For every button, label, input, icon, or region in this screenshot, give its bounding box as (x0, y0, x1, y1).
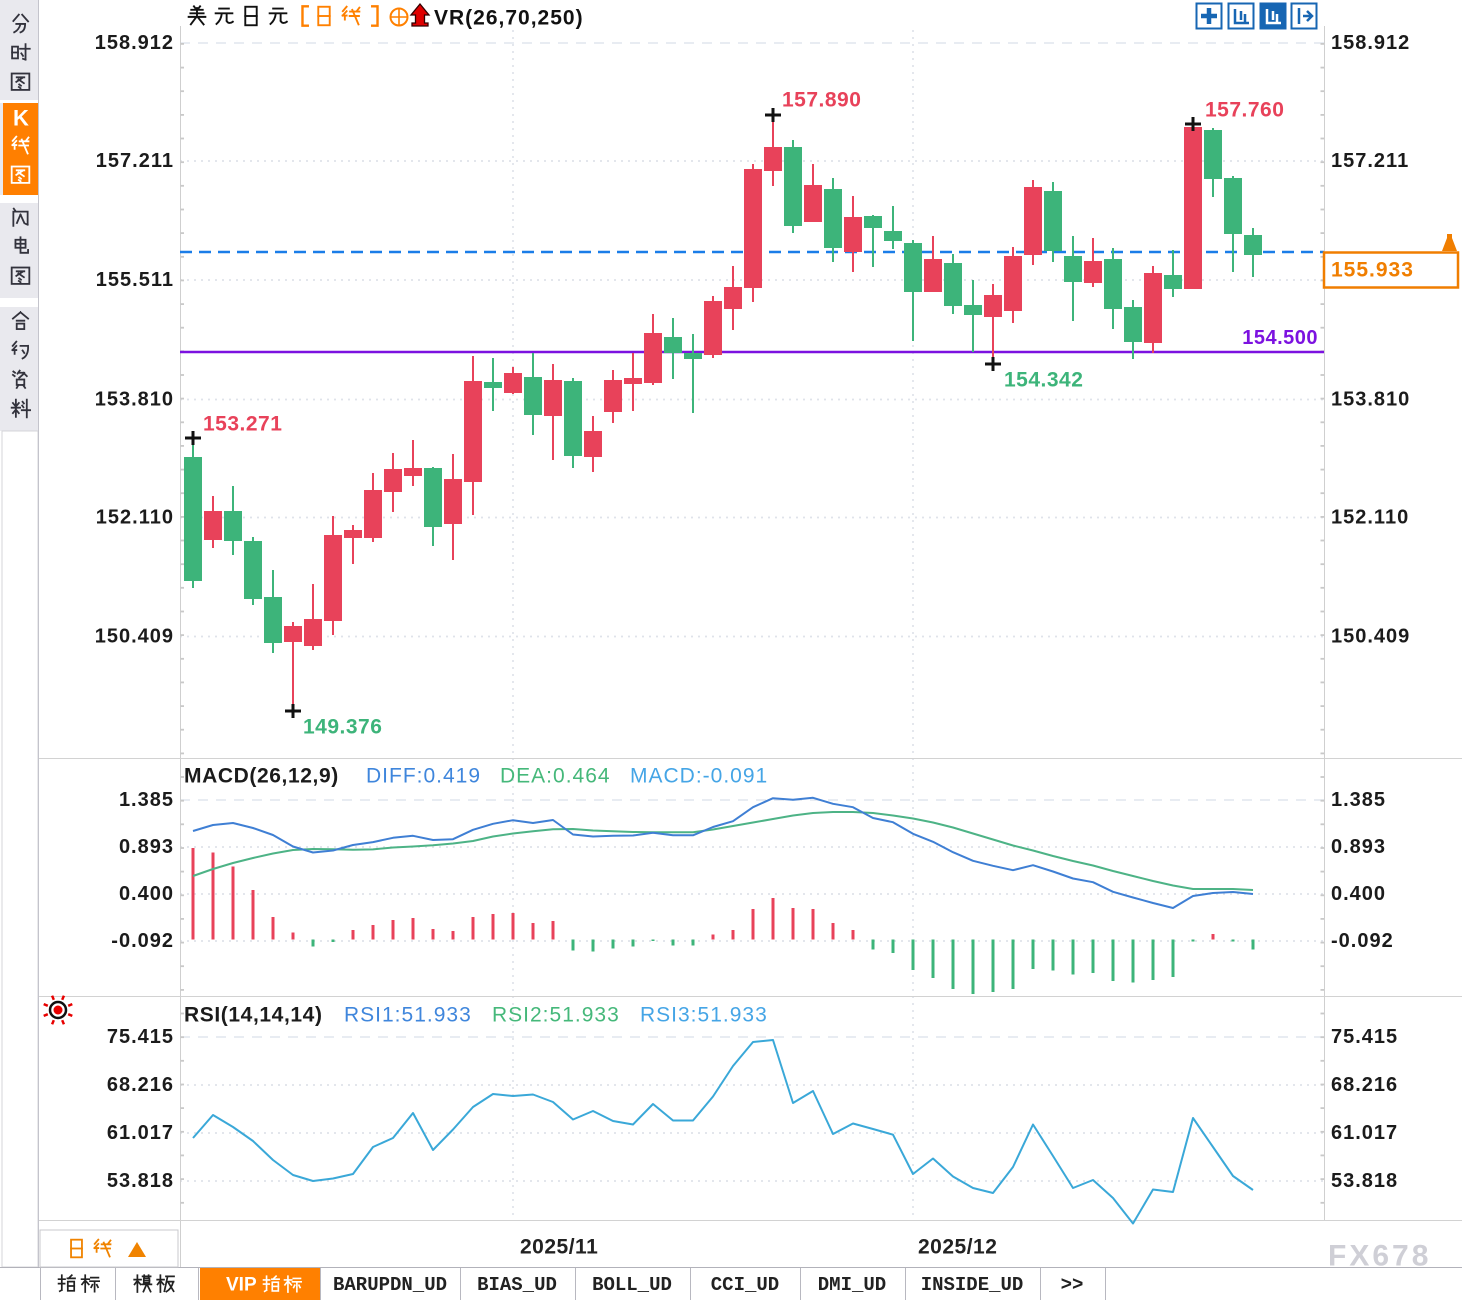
svg-text:68.216: 68.216 (1331, 1074, 1398, 1096)
svg-text:75.415: 75.415 (1331, 1026, 1398, 1048)
svg-text:DEA:0.464: DEA:0.464 (500, 765, 611, 788)
svg-text:BARUPDN_UD: BARUPDN_UD (333, 1274, 447, 1296)
svg-text:FX678: FX678 (1328, 1240, 1431, 1273)
svg-text:158.912: 158.912 (1331, 32, 1410, 54)
svg-text:61.017: 61.017 (1331, 1122, 1398, 1144)
svg-text:VIP: VIP (226, 1275, 257, 1296)
svg-text:BIAS_UD: BIAS_UD (477, 1274, 557, 1296)
svg-text:>>: >> (1061, 1274, 1084, 1296)
svg-text:61.017: 61.017 (107, 1122, 174, 1144)
svg-text:157.211: 157.211 (96, 150, 174, 172)
svg-text:157.890: 157.890 (782, 89, 861, 112)
svg-text:149.376: 149.376 (303, 716, 382, 739)
svg-text:0.400: 0.400 (119, 883, 174, 905)
svg-text:152.110: 152.110 (96, 507, 174, 529)
svg-text:0.893: 0.893 (1331, 836, 1386, 858)
svg-text:150.409: 150.409 (1331, 626, 1410, 648)
svg-text:2025/12: 2025/12 (918, 1236, 997, 1259)
svg-text:68.216: 68.216 (107, 1074, 174, 1096)
svg-text:INSIDE_UD: INSIDE_UD (921, 1274, 1024, 1296)
svg-text:150.409: 150.409 (95, 626, 174, 648)
svg-text:153.810: 153.810 (95, 389, 174, 411)
svg-text:155.511: 155.511 (96, 269, 174, 291)
svg-text:K: K (13, 106, 29, 131)
svg-text:RSI2:51.933: RSI2:51.933 (492, 1004, 620, 1027)
svg-text:75.415: 75.415 (107, 1026, 174, 1048)
svg-text:1.385: 1.385 (1331, 789, 1386, 811)
svg-text:RSI(14,14,14): RSI(14,14,14) (184, 1004, 323, 1027)
svg-text:RSI3:51.933: RSI3:51.933 (640, 1004, 768, 1027)
svg-text:158.912: 158.912 (95, 32, 174, 54)
svg-text:53.818: 53.818 (1331, 1170, 1398, 1192)
svg-text:154.342: 154.342 (1004, 369, 1083, 392)
svg-text:2025/11: 2025/11 (520, 1236, 598, 1259)
svg-text:1.385: 1.385 (119, 789, 174, 811)
svg-text:157.760: 157.760 (1205, 99, 1284, 122)
svg-text:DMI_UD: DMI_UD (818, 1274, 886, 1296)
svg-text:CCI_UD: CCI_UD (711, 1274, 779, 1296)
svg-text:MACD:-0.091: MACD:-0.091 (630, 765, 768, 788)
svg-text:DIFF:0.419: DIFF:0.419 (366, 765, 481, 788)
svg-text:53.818: 53.818 (107, 1170, 174, 1192)
svg-text:BOLL_UD: BOLL_UD (592, 1274, 672, 1296)
svg-text:152.110: 152.110 (1331, 507, 1409, 529)
svg-text:155.933: 155.933 (1331, 259, 1414, 282)
svg-text:154.500: 154.500 (1242, 327, 1318, 349)
svg-text:157.211: 157.211 (1331, 150, 1409, 172)
svg-text:0.400: 0.400 (1331, 883, 1386, 905)
svg-text:153.810: 153.810 (1331, 389, 1410, 411)
svg-text:RSI1:51.933: RSI1:51.933 (344, 1004, 472, 1027)
svg-text:0.893: 0.893 (119, 836, 174, 858)
svg-text:VR(26,70,250): VR(26,70,250) (434, 7, 584, 30)
svg-text:153.271: 153.271 (203, 413, 282, 436)
svg-text:MACD(26,12,9): MACD(26,12,9) (184, 765, 339, 788)
svg-text:-0.092: -0.092 (111, 930, 174, 952)
svg-text:-0.092: -0.092 (1331, 930, 1394, 952)
